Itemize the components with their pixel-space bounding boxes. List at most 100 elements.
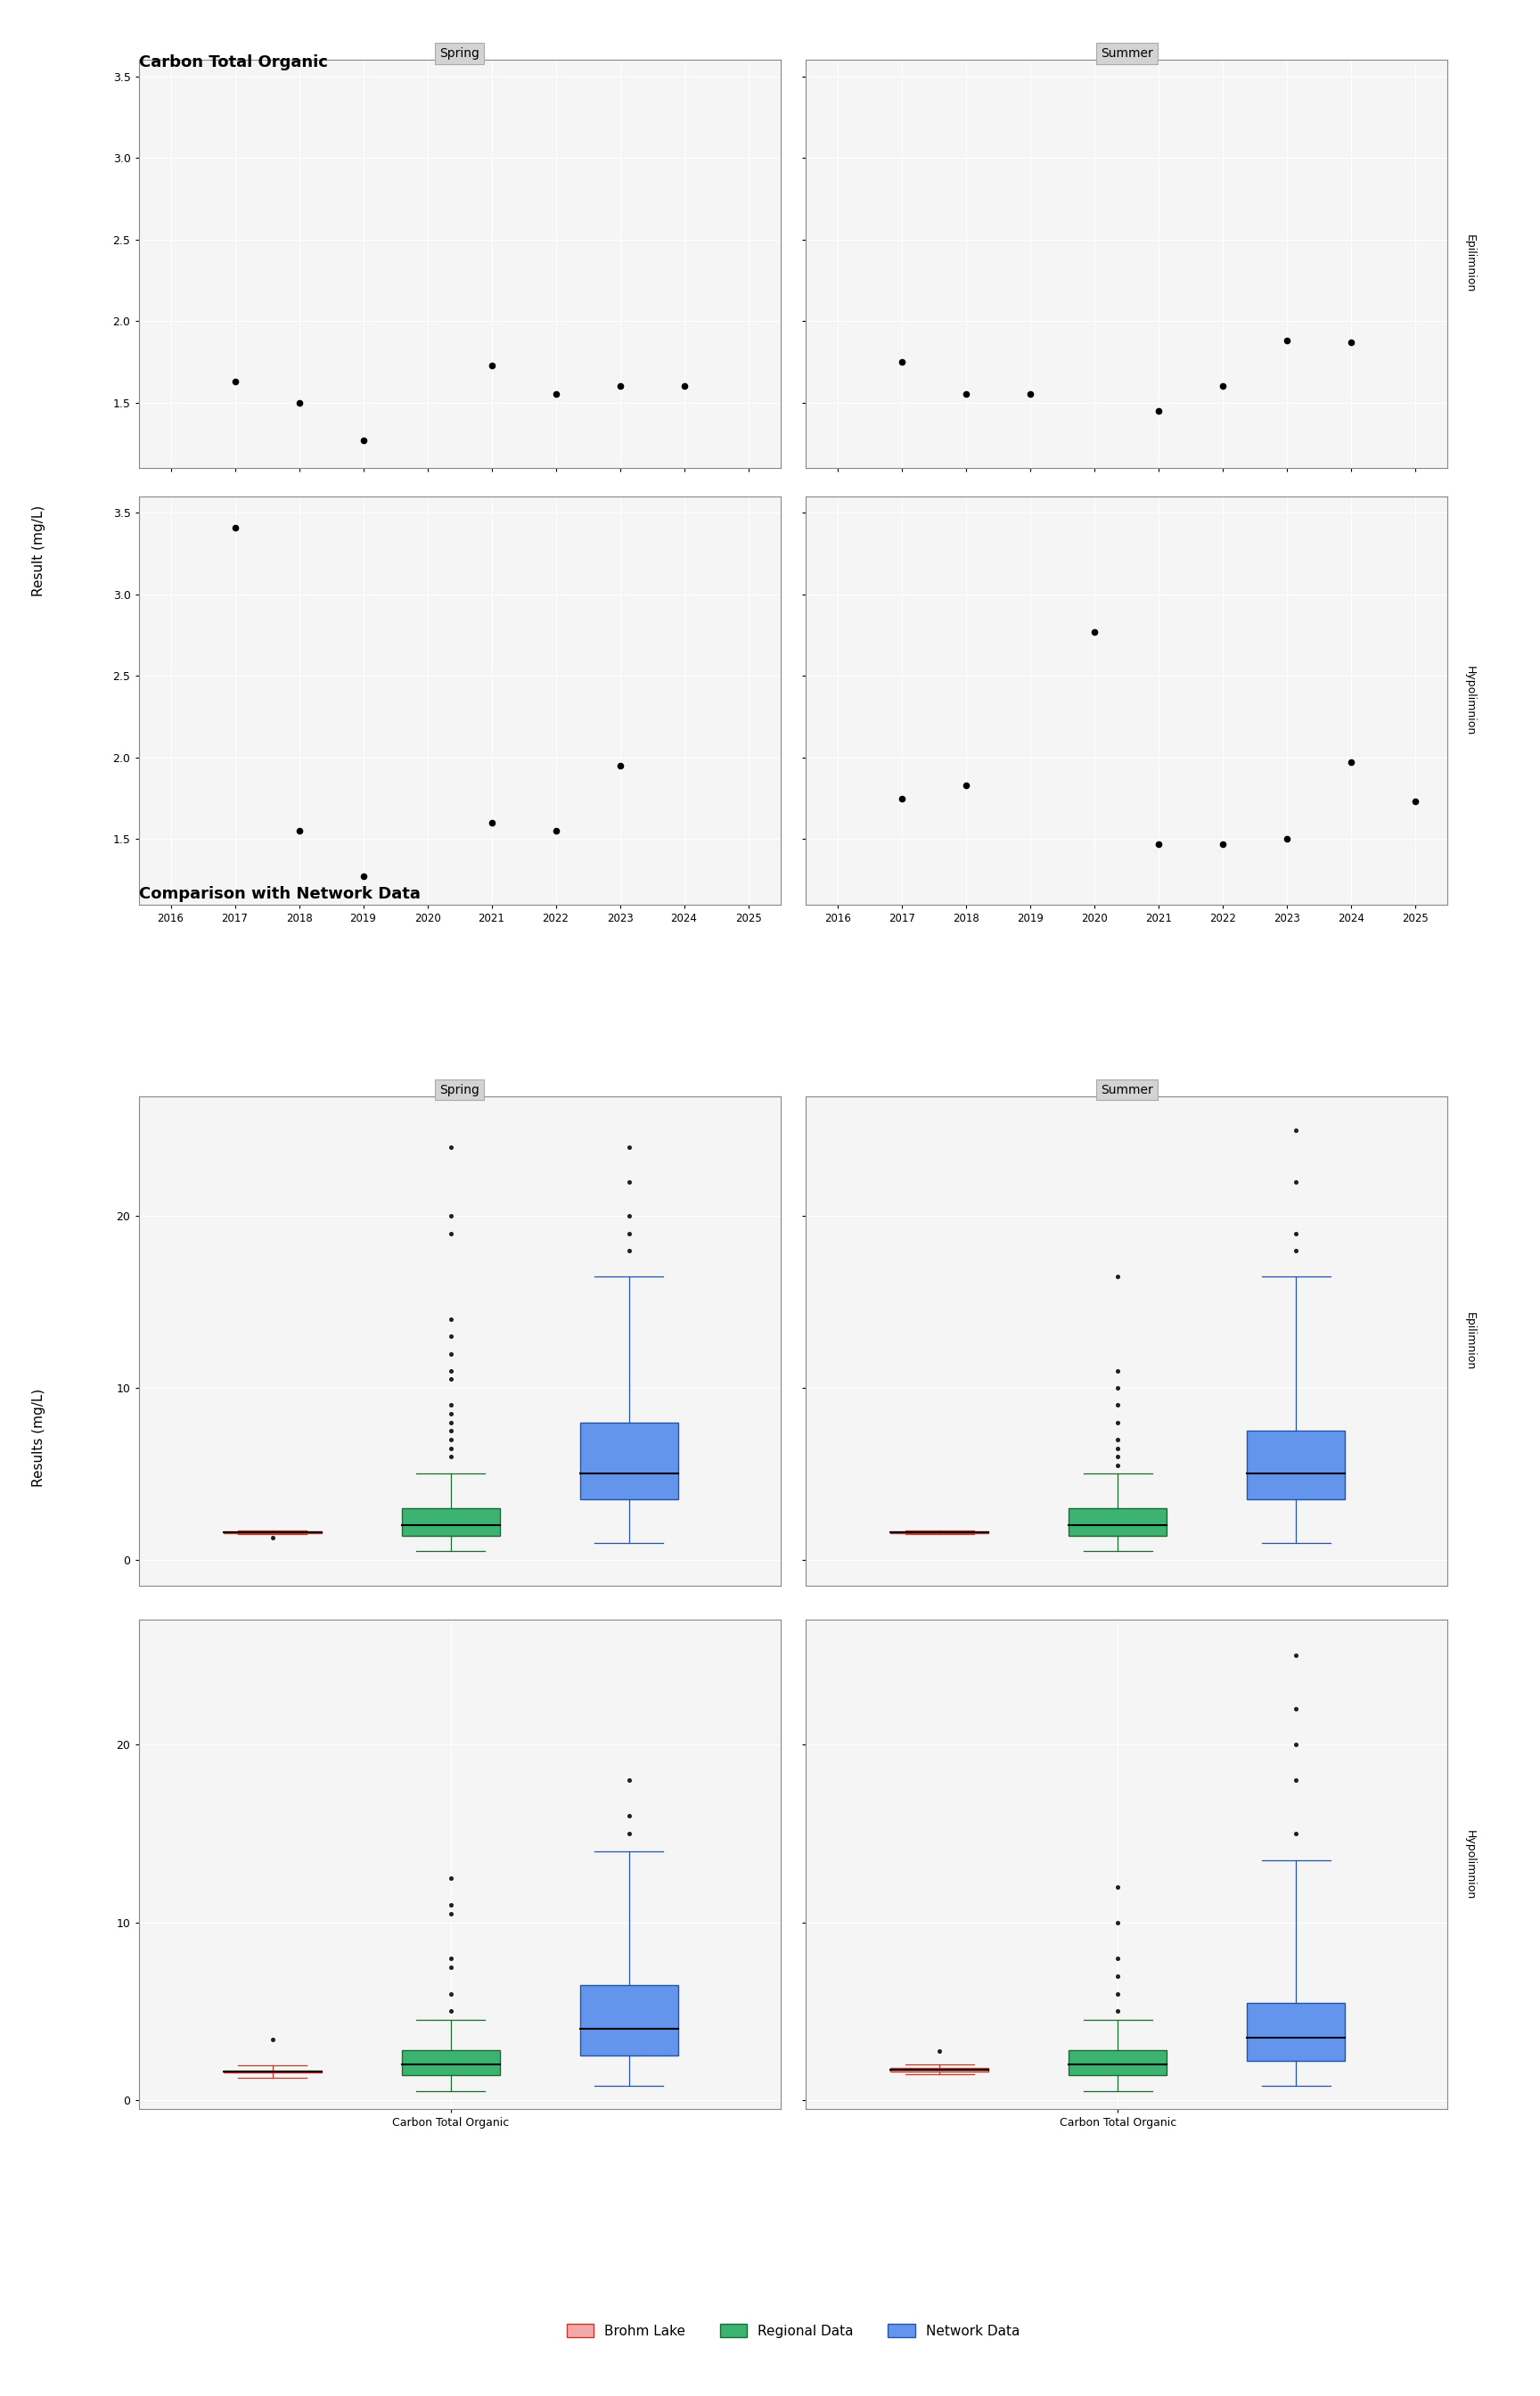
Point [1106,1421,1130,1459]
Point [616,1761,641,1799]
Point [1106,1447,1130,1486]
Point [1106,1385,1130,1423]
Title: Spring: Spring [439,1083,479,1095]
Point [1147,391,1172,429]
Point [616,1198,641,1236]
Point [260,2020,285,2058]
Bar [1069,2051,1167,2075]
Title: Spring: Spring [439,48,479,60]
Bar [1247,1430,1344,1500]
Point [439,1404,464,1442]
Point [439,1895,464,1934]
Point [616,1215,641,1253]
Point [439,1129,464,1167]
Point [439,1438,464,1476]
Point [1284,1548,1309,1586]
Point [1106,1974,1130,2013]
Point [1210,367,1235,405]
Text: Result (mg/L): Result (mg/L) [32,506,45,597]
Bar [402,2051,499,2075]
Point [927,2032,952,2070]
Point [1106,1866,1130,1905]
Point [607,367,631,405]
Point [1083,613,1107,652]
Point [671,367,696,405]
Point [616,1797,641,1835]
Point [439,1198,464,1236]
Point [1106,1258,1130,1296]
Point [222,508,246,546]
Point [1210,824,1235,863]
Bar [1247,2003,1344,2061]
Point [1340,743,1364,781]
Point [439,1385,464,1423]
Point [439,1318,464,1356]
Point [544,376,568,415]
Point [1106,1368,1130,1406]
Bar [402,1507,499,1536]
Point [616,1232,641,1270]
Point [1106,1428,1130,1466]
Legend: Brohm Lake, Regional Data, Network Data: Brohm Lake, Regional Data, Network Data [561,2317,1026,2343]
Text: Comparison with Network Data: Comparison with Network Data [139,887,420,901]
Point [1403,783,1428,822]
Title: Summer: Summer [1101,48,1153,60]
Point [439,1948,464,1986]
Point [439,1938,464,1977]
Bar [890,2068,989,2073]
Text: Epilimnion: Epilimnion [1463,1311,1475,1371]
Point [439,1886,464,1924]
Point [1106,1404,1130,1442]
Point [439,1394,464,1433]
Text: Hypolimnion: Hypolimnion [1463,666,1475,736]
Point [616,1162,641,1200]
Point [439,1301,464,1339]
Point [1284,1689,1309,1728]
Point [1284,1112,1309,1150]
Point [439,1215,464,1253]
Bar [1069,1507,1167,1536]
Point [890,779,915,817]
Point [1284,1162,1309,1200]
Point [439,1335,464,1373]
Point [1106,1902,1130,1941]
Point [1106,1991,1130,2029]
Point [260,1519,285,1557]
Text: Carbon Total Organic: Carbon Total Organic [139,55,328,69]
Point [1284,1636,1309,1675]
Point [1284,1232,1309,1270]
Point [1284,1725,1309,1763]
Point [1284,1814,1309,1852]
Point [1275,321,1300,359]
Point [1106,1958,1130,1996]
Point [222,362,246,400]
Point [616,1129,641,1167]
Point [286,383,311,422]
Point [439,1411,464,1450]
Title: Summer: Summer [1101,1083,1153,1095]
Point [439,1428,464,1466]
Point [351,858,376,896]
Point [616,1814,641,1852]
Point [439,1421,464,1459]
Text: Hypolimnion: Hypolimnion [1463,1831,1475,1900]
Point [1284,1761,1309,1799]
Point [544,812,568,851]
Text: Epilimnion: Epilimnion [1463,235,1475,292]
Point [955,767,979,805]
Point [1147,824,1172,863]
Point [1106,1351,1130,1390]
Point [439,1859,464,1898]
Point [439,1991,464,2029]
Point [955,376,979,415]
Point [1340,323,1364,362]
Point [1284,1215,1309,1253]
Text: Results (mg/L): Results (mg/L) [32,1387,45,1488]
Point [351,422,376,460]
Point [1275,819,1300,858]
Point [439,1351,464,1390]
Point [479,345,504,383]
Bar [579,1423,678,1500]
Point [607,748,631,786]
Point [479,803,504,841]
